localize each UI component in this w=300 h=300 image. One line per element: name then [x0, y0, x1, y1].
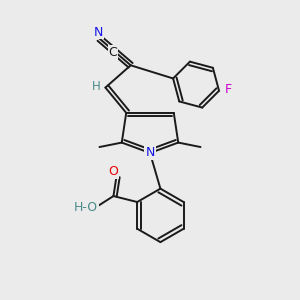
Text: H-O: H-O	[74, 202, 98, 214]
Text: N: N	[93, 26, 103, 38]
Text: H: H	[92, 80, 101, 93]
Text: O: O	[109, 165, 118, 178]
Text: F: F	[225, 83, 232, 96]
Text: C: C	[109, 46, 117, 59]
Text: N: N	[145, 146, 155, 160]
